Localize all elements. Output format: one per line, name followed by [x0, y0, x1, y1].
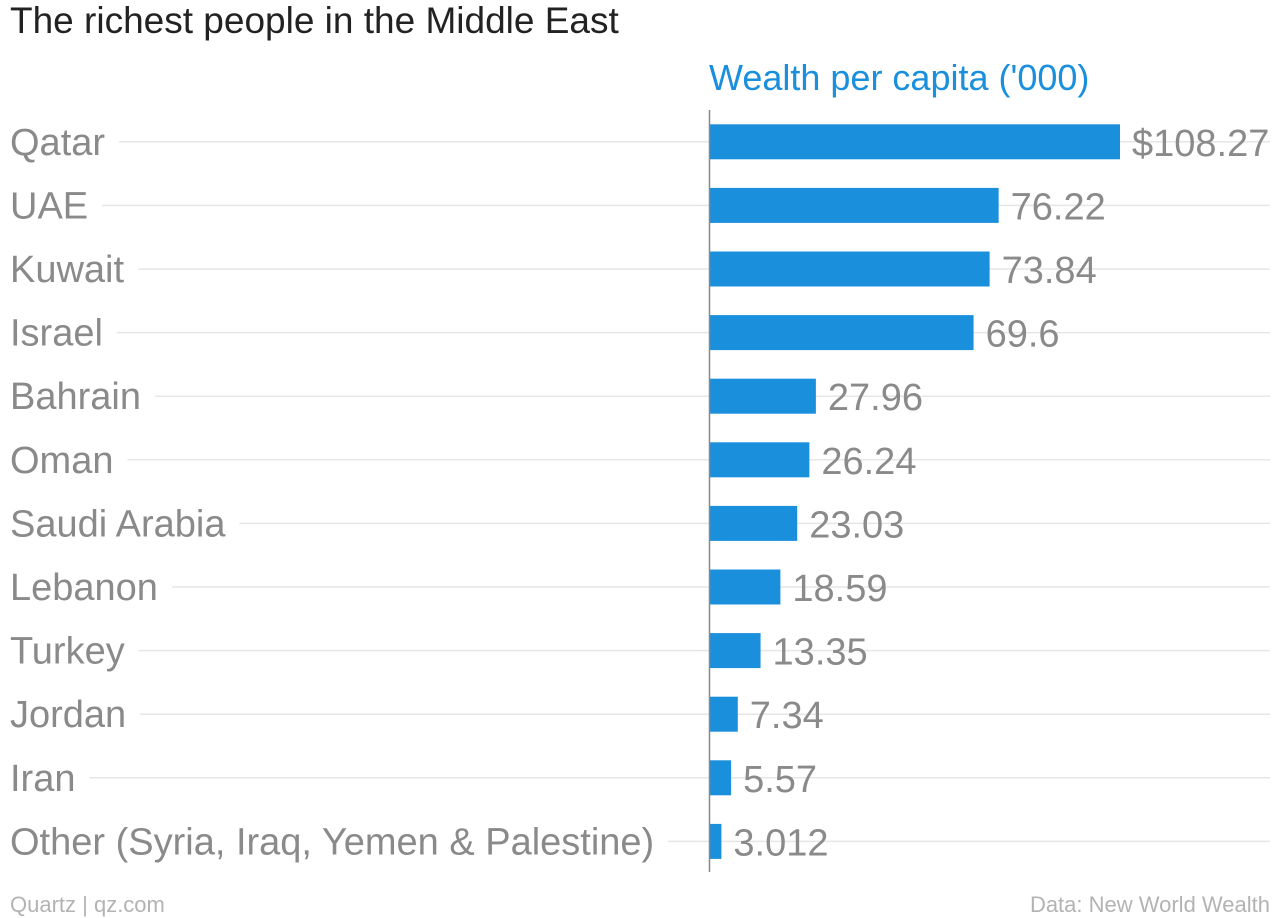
- bar: [710, 633, 761, 669]
- bar-row: Oman 26.24: [10, 440, 1270, 483]
- bar-row: Other (Syria, Iraq, Yemen & Palestine) 3.…: [10, 821, 1270, 864]
- source-credit: Quartz | qz.com: [10, 892, 165, 917]
- bar: [710, 124, 1120, 160]
- category-label: UAE: [10, 185, 88, 227]
- bar-row: Saudi Arabia 23.03: [10, 503, 1270, 546]
- value-label: 26.24: [821, 441, 916, 483]
- category-label: Turkey: [10, 631, 125, 673]
- bar: [710, 187, 999, 223]
- category-label: Jordan: [10, 694, 126, 736]
- value-label: 73.84: [1002, 250, 1097, 292]
- bar-row: Bahrain 27.96: [10, 376, 1270, 419]
- bar-row: Jordan 7.34: [10, 694, 1270, 737]
- bar-row: Iran 5.57: [10, 758, 1270, 801]
- value-label: 27.96: [828, 377, 923, 419]
- value-label: 23.03: [809, 504, 904, 546]
- bar: [710, 251, 990, 287]
- bar: [710, 696, 738, 732]
- series-label: Wealth per capita ('000): [709, 57, 1089, 98]
- value-label: 7.34: [750, 695, 824, 737]
- bar: [710, 315, 974, 351]
- data-source: Data: New World Wealth: [1030, 892, 1270, 917]
- category-label: Iran: [10, 758, 75, 800]
- bar: [710, 505, 798, 541]
- category-label: Qatar: [10, 122, 105, 164]
- bar-row: Qatar $108.27: [10, 122, 1270, 165]
- category-label: Saudi Arabia: [10, 503, 226, 545]
- bar: [710, 760, 732, 796]
- value-label: $108.27: [1132, 123, 1269, 165]
- category-label: Oman: [10, 440, 113, 482]
- category-label: Other (Syria, Iraq, Yemen & Palestine): [10, 821, 654, 863]
- bar-row: Lebanon 18.59: [10, 567, 1270, 610]
- bar-row: Turkey 13.35: [10, 631, 1270, 674]
- bar: [710, 442, 810, 478]
- bar-row: Kuwait 73.84: [10, 249, 1270, 292]
- category-label: Israel: [10, 313, 103, 355]
- value-label: 18.59: [792, 568, 887, 610]
- bar-row: Israel 69.6: [10, 313, 1270, 356]
- chart-title: The richest people in the Middle East: [10, 0, 620, 41]
- value-label: 76.22: [1011, 186, 1106, 228]
- bar: [710, 378, 816, 414]
- value-label: 13.35: [773, 632, 868, 674]
- bar: [710, 569, 781, 605]
- value-label: 5.57: [743, 759, 817, 801]
- value-label: 69.6: [986, 314, 1060, 356]
- value-label: 3.012: [733, 822, 828, 864]
- bar-row: UAE 76.22: [10, 185, 1270, 228]
- bar: [710, 823, 722, 859]
- category-label: Kuwait: [10, 249, 124, 291]
- category-label: Bahrain: [10, 376, 141, 418]
- chart-rows: Qatar $108.27 UAE 76.22 Kuwait 73.84 Israel 69.…: [10, 122, 1270, 864]
- category-label: Lebanon: [10, 567, 158, 609]
